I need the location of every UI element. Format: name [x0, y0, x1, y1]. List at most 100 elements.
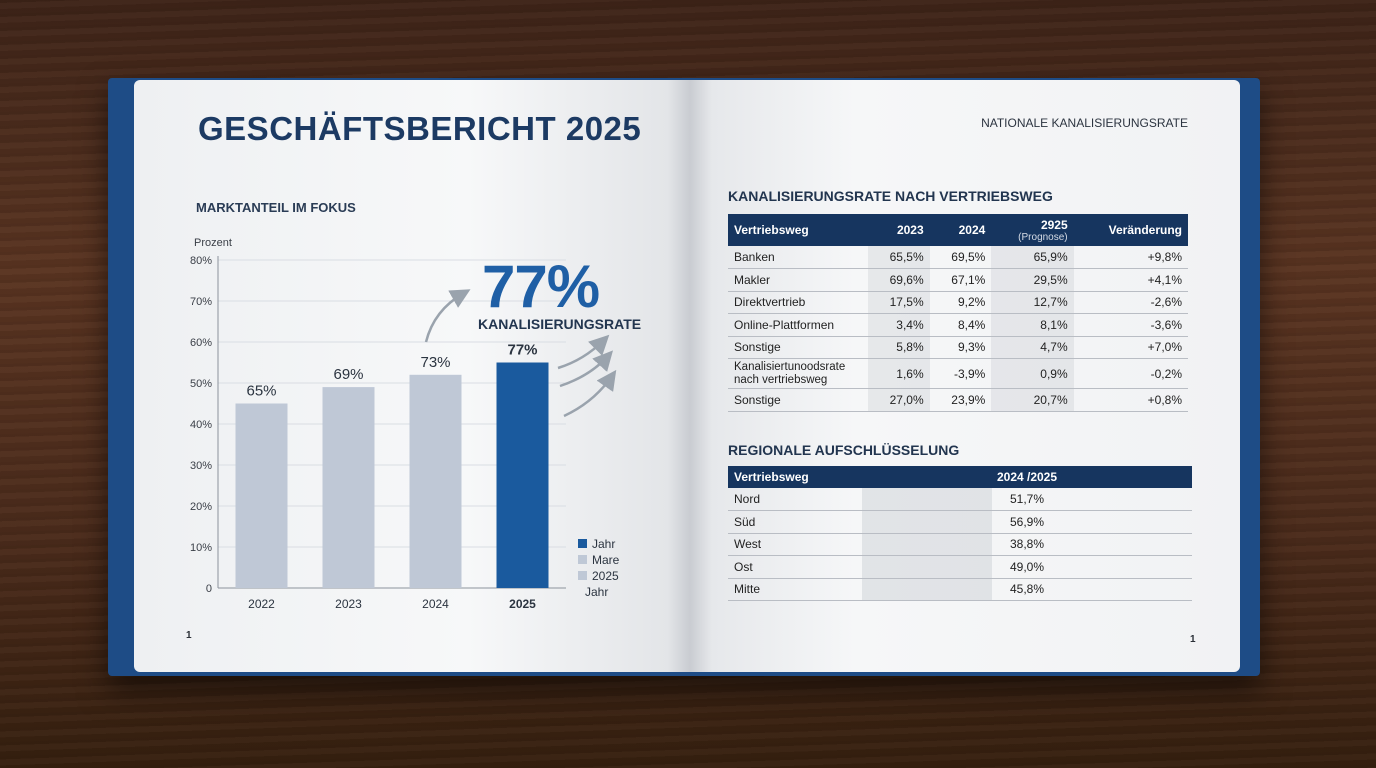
running-header: NATIONALE KANALISIERUNGSRATE — [981, 116, 1188, 130]
y-tick-label: 10% — [190, 542, 212, 554]
market-share-bar-chart: 0 10% 20% 30% 40% 50% 60% 70% 80% 65% 2022 69% 2023 7… — [190, 255, 620, 611]
table-row-label: Makler — [728, 268, 868, 292]
table-row-label: Kanalisiertunoodsrate nach vertriebsweg — [728, 358, 868, 389]
table-row-label: Ost — [728, 555, 862, 579]
y-tick-label: 50% — [190, 378, 212, 390]
x-tick-label: 2023 — [335, 597, 362, 611]
legend-entry: Jahr — [585, 585, 608, 599]
bar-2024 — [409, 374, 462, 588]
report-title: GESCHÄFTSBERICHT 2025 — [198, 110, 642, 147]
table-cell: -2,6% — [1073, 291, 1188, 314]
legend-entry: 2025 — [592, 569, 619, 583]
trend-arrow-icon — [559, 350, 614, 388]
table-cell: 65,9% — [991, 246, 1074, 269]
table-cell: -0,2% — [1073, 358, 1188, 389]
table-cell: 3,4% — [868, 313, 930, 337]
col-header-2024: 2024 — [929, 214, 992, 246]
table-row: Mitte 45,8% — [728, 578, 1192, 601]
y-tick-label: 0 — [206, 583, 212, 595]
y-tick-label: 30% — [190, 460, 212, 472]
table-cell: 69,5% — [929, 246, 992, 269]
section-title-channels: KANALISIERUNGSRATE NACH VERTRIEBSWEG — [728, 188, 1053, 204]
data-label: 77% — [507, 342, 537, 359]
table-row: Sonstige 5,8% 9,3% 4,7% +7,0% — [728, 336, 1188, 359]
y-axis-unit: Prozent — [194, 237, 232, 249]
col-header-channel: Vertriebsweg — [728, 214, 868, 246]
table-cell: -3,9% — [929, 358, 992, 389]
table-cell: 12,7% — [991, 291, 1074, 314]
table-cell: 5,8% — [868, 336, 930, 359]
col-header-change: Veränderung — [1073, 214, 1188, 246]
table-row: Makler 69,6% 67,1% 29,5% +4,1% — [728, 268, 1188, 292]
regional-table: Vertriebsweg 2024 /2025 Nord 51,7% Süd 56,9… — [728, 466, 1192, 601]
table-row-label: Banken — [728, 246, 868, 269]
table-cell: 45,8% — [862, 578, 1192, 601]
table-cell: 23,9% — [929, 388, 992, 412]
y-tick-label: 80% — [190, 255, 212, 267]
table-row-label: Sonstige — [728, 388, 868, 412]
table-cell: 1,6% — [868, 358, 930, 389]
table-cell: 9,3% — [929, 336, 992, 359]
table-cell: +0,8% — [1073, 388, 1188, 412]
page-number-left: 1 — [186, 630, 192, 641]
bar-2025 — [496, 362, 549, 588]
data-label: 65% — [246, 383, 276, 400]
data-label: 69% — [333, 366, 363, 383]
table-cell: 56,9% — [862, 510, 1192, 534]
legend-swatch — [578, 555, 587, 564]
table-row: Online-Plattformen 3,4% 8,4% 8,1% -3,6% — [728, 313, 1188, 337]
left-page: GESCHÄFTSBERICHT 2025 MARKTANTEIL IM FOK… — [134, 80, 690, 672]
col-header-forecast: 2925 (Prognose) — [991, 214, 1074, 246]
col-header-forecast-note: (Prognose) — [1018, 231, 1068, 243]
data-label: 73% — [420, 354, 450, 371]
table-cell: 49,0% — [862, 555, 1192, 579]
table-row: West 38,8% — [728, 533, 1192, 556]
table-row: Ost 49,0% — [728, 555, 1192, 579]
table-cell: 65,5% — [868, 246, 930, 269]
table-row-label: Mitte — [728, 578, 862, 601]
table-cell: +9,8% — [1073, 246, 1188, 269]
bar-2023 — [322, 387, 375, 588]
x-tick-label: 2024 — [422, 597, 449, 611]
channel-rate-table: Vertriebsweg 2023 2024 2925 (Prognose) V… — [728, 214, 1188, 412]
table-row-label: Sonstige — [728, 336, 868, 359]
table-cell: -3,6% — [1073, 313, 1188, 337]
table-cell: 27,0% — [868, 388, 930, 412]
table-row-label: Nord — [728, 488, 862, 511]
table-cell: 8,4% — [929, 313, 992, 337]
legend-swatch — [578, 571, 587, 580]
right-page: NATIONALE KANALISIERUNGSRATE KANALISIERU… — [690, 80, 1240, 672]
col-header-channel: Vertriebsweg — [728, 466, 862, 488]
col-header-2023: 2023 — [868, 214, 930, 246]
table-cell: 38,8% — [862, 533, 1192, 556]
table-row-label: Online-Plattformen — [728, 313, 868, 337]
trend-arrow-icon — [563, 369, 617, 418]
bar-2022 — [235, 403, 288, 588]
col-header-forecast-year: 2925 — [1040, 217, 1068, 232]
table-cell: +4,1% — [1073, 268, 1188, 292]
page-number-right: 1 — [1190, 634, 1196, 645]
legend-entry: Jahr — [592, 537, 615, 551]
table-cell: 9,2% — [929, 291, 992, 314]
table-cell: 69,6% — [868, 268, 930, 292]
trend-arrow-icon — [424, 289, 471, 343]
table-header-row: Vertriebsweg 2024 /2025 — [728, 466, 1192, 488]
x-tick-label: 2025 — [509, 597, 536, 611]
table-row: Süd 56,9% — [728, 510, 1192, 534]
table-row-label: Direktvertrieb — [728, 291, 868, 314]
table-cell: 4,7% — [991, 336, 1074, 359]
section-title-regional: REGIONALE AUFSCHLÜSSELUNG — [728, 442, 960, 458]
table-cell: 67,1% — [929, 268, 992, 292]
y-tick-label: 60% — [190, 337, 212, 349]
table-row-label: Süd — [728, 510, 862, 534]
x-tick-label: 2022 — [248, 597, 275, 611]
chart-subtitle: MARKTANTEIL IM FOKUS — [196, 200, 356, 215]
y-tick-label: 70% — [190, 296, 212, 308]
table-row-label: West — [728, 533, 862, 556]
table-cell: 0,9% — [991, 358, 1074, 389]
table-cell: 51,7% — [862, 488, 1192, 511]
table-cell: 20,7% — [991, 388, 1074, 412]
table-cell: 8,1% — [991, 313, 1074, 337]
legend-entry: Mare — [592, 553, 620, 567]
y-tick-label: 20% — [190, 501, 212, 513]
